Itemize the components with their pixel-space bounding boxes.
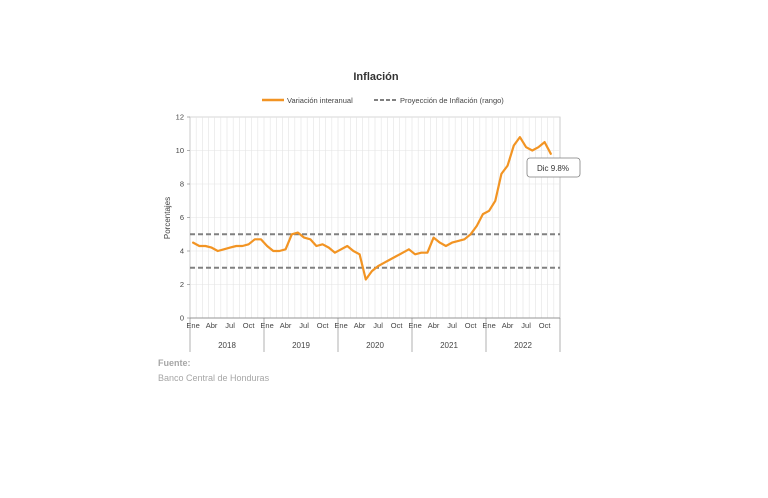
x-tick-label: Ene bbox=[186, 321, 199, 330]
x-year-label: 2020 bbox=[366, 341, 384, 350]
x-tick-label: Abr bbox=[206, 321, 218, 330]
x-tick-label: Ene bbox=[260, 321, 273, 330]
x-tick-label: Jul bbox=[521, 321, 531, 330]
x-tick-label: Oct bbox=[243, 321, 256, 330]
legend-label-proyeccion: Proyección de Inflación (rango) bbox=[400, 96, 504, 105]
x-year-label: 2019 bbox=[292, 341, 310, 350]
callout-label: Dic 9.8% bbox=[537, 164, 569, 173]
x-axis: Ene Abr Jul Oct 2018 Ene Abr Jul Oct 2019 Ene Abr Ju… bbox=[186, 317, 561, 352]
callout-dic: Dic 9.8% bbox=[526, 157, 581, 178]
x-year-label: 2018 bbox=[218, 341, 236, 350]
x-tick-label: Abr bbox=[428, 321, 440, 330]
y-tick-label: 12 bbox=[176, 113, 184, 122]
x-tick-label: Jul bbox=[373, 321, 383, 330]
x-tick-label: Jul bbox=[447, 321, 457, 330]
x-tick-label: Ene bbox=[408, 321, 421, 330]
x-tick-label: Ene bbox=[482, 321, 495, 330]
legend: Variación interanual Proyección de Infla… bbox=[262, 96, 504, 105]
y-tick-label: 0 bbox=[180, 314, 184, 323]
x-year-label: 2022 bbox=[514, 341, 532, 350]
y-tick-label: 10 bbox=[176, 146, 184, 155]
legend-label-variacion: Variación interanual bbox=[287, 96, 353, 105]
series-line-variacion-interanual bbox=[192, 136, 552, 281]
x-tick-label: Oct bbox=[391, 321, 404, 330]
y-tick-label: 6 bbox=[180, 213, 184, 222]
callout-box bbox=[526, 157, 581, 178]
source-label: Fuente: bbox=[158, 358, 191, 368]
x-tick-label: Abr bbox=[280, 321, 292, 330]
x-tick-label: Ene bbox=[334, 321, 347, 330]
y-axis-label: Porcentajes bbox=[163, 197, 172, 239]
x-tick-label: Abr bbox=[502, 321, 514, 330]
x-tick-label: Oct bbox=[465, 321, 478, 330]
x-tick-label: Abr bbox=[354, 321, 366, 330]
x-tick-label: Jul bbox=[299, 321, 309, 330]
y-tick-label: 2 bbox=[180, 280, 184, 289]
chart-title: Inflación bbox=[353, 71, 399, 83]
x-tick-label: Oct bbox=[539, 321, 552, 330]
y-tick-label: 4 bbox=[180, 247, 184, 256]
y-axis-ticks: 0 2 4 6 8 10 12 bbox=[176, 113, 190, 323]
x-tick-label: Oct bbox=[317, 321, 330, 330]
x-tick-label: Jul bbox=[225, 321, 235, 330]
source-text: Banco Central de Honduras bbox=[158, 373, 270, 383]
x-year-label: 2021 bbox=[440, 341, 458, 350]
y-tick-label: 8 bbox=[180, 180, 184, 189]
